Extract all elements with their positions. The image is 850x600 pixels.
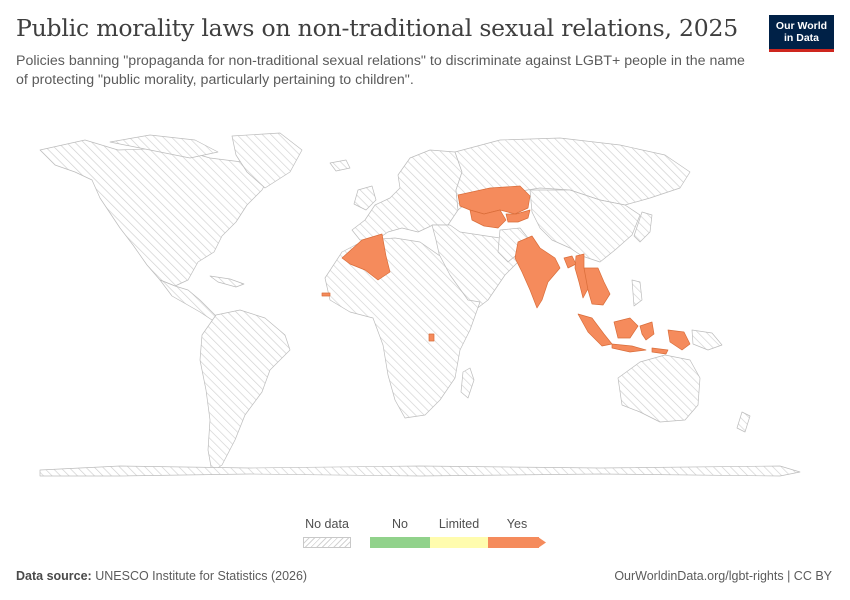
legend-swatch-no[interactable] <box>370 537 430 548</box>
data-source: Data source: UNESCO Institute for Statis… <box>16 569 307 583</box>
country-antarctica[interactable] <box>39 465 801 477</box>
legend-arrow-icon <box>538 537 546 548</box>
country-the-gambia[interactable] <box>321 292 331 297</box>
country-caribbean[interactable] <box>209 275 245 288</box>
country-south-america[interactable] <box>199 309 291 473</box>
country-madagascar[interactable] <box>460 367 475 399</box>
data-source-label: Data source: <box>16 569 92 583</box>
logo-line-2: in Data <box>783 32 819 44</box>
owid-logo[interactable]: Our World in Data <box>769 15 834 52</box>
country-indonesia-islands[interactable] <box>651 347 669 355</box>
country-uzbekistan-turkmenistan[interactable] <box>469 209 507 229</box>
country-north-america[interactable] <box>39 139 271 287</box>
legend-swatch-limited[interactable] <box>430 537 488 548</box>
country-thailand-laos-cambodia[interactable] <box>583 267 611 306</box>
logo-line-1: Our World <box>775 20 828 32</box>
legend-swatch-no-data[interactable] <box>303 537 351 548</box>
country-uk-ireland[interactable] <box>353 185 377 211</box>
country-indonesia-papua[interactable] <box>667 329 691 351</box>
map-legend: No data No Limited Yes <box>0 510 850 555</box>
country-arctic-islands[interactable] <box>109 134 219 159</box>
legend-swatch-yes[interactable] <box>488 537 539 548</box>
legend-label-yes: Yes <box>506 517 528 531</box>
legend-label-no-data: No data <box>305 517 349 531</box>
country-algeria[interactable] <box>341 233 391 281</box>
data-source-value[interactable]: UNESCO Institute for Statistics (2026) <box>95 569 308 583</box>
chart-subtitle: Policies banning "propaganda for non-tra… <box>16 53 745 88</box>
country-greenland[interactable] <box>231 132 303 189</box>
country-iceland[interactable] <box>329 159 351 172</box>
country-uganda[interactable] <box>428 333 435 342</box>
country-indonesia-java[interactable] <box>611 343 647 353</box>
country-indonesia-sumatra[interactable] <box>577 313 613 347</box>
country-indonesia-sulawesi[interactable] <box>639 321 655 341</box>
country-papua-new-guinea[interactable] <box>691 329 723 351</box>
country-new-zealand[interactable] <box>736 411 751 433</box>
country-east-asia[interactable] <box>529 189 641 263</box>
footer-url[interactable]: OurWorldinData.org/lgbt-rights | CC BY <box>614 569 832 583</box>
yes-countries <box>321 185 691 355</box>
country-africa[interactable] <box>324 237 481 419</box>
country-central-america[interactable] <box>159 279 219 321</box>
country-japan[interactable] <box>633 211 653 243</box>
country-bangladesh[interactable] <box>563 255 577 269</box>
country-india[interactable] <box>514 235 561 309</box>
world-map <box>39 132 801 477</box>
country-indonesia-borneo[interactable] <box>613 317 639 339</box>
chart-title: Public morality laws on non-traditional … <box>16 14 738 42</box>
legend-label-no: No <box>392 517 408 531</box>
no-data-regions <box>39 132 801 477</box>
country-australia[interactable] <box>617 354 701 423</box>
country-philippines[interactable] <box>631 279 643 307</box>
country-myanmar[interactable] <box>574 253 591 299</box>
legend-label-limited: Limited <box>438 517 480 531</box>
country-kyrgyzstan-tajikistan[interactable] <box>505 209 531 223</box>
